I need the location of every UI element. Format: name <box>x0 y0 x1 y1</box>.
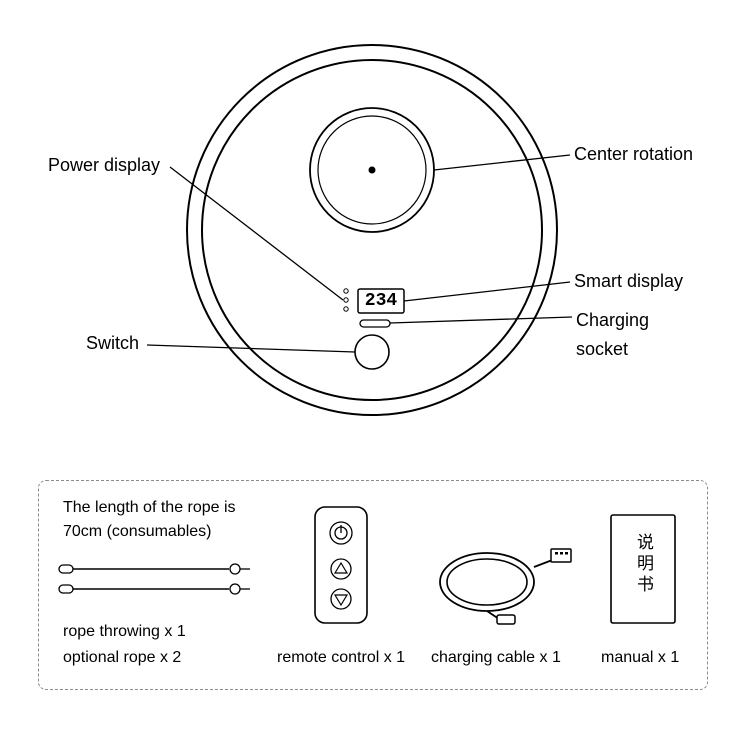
label-rope-throwing: rope throwing x 1 <box>63 623 186 641</box>
label-manual: manual x 1 <box>601 649 679 667</box>
label-switch: Switch <box>86 333 139 354</box>
remote-icon <box>301 503 381 633</box>
smart-display-value: 234 <box>360 290 402 312</box>
rope-note-2: 70cm (consumables) <box>63 523 212 541</box>
label-charging-socket-text: Charging socket <box>576 306 649 364</box>
rope-note-1: The length of the rope is <box>63 499 236 517</box>
accessories-box: The length of the rope is 70cm (consumab… <box>38 480 708 690</box>
ropes-icon <box>53 557 263 617</box>
label-smart-display: Smart display <box>574 271 683 292</box>
label-optional-rope: optional rope x 2 <box>63 649 181 667</box>
cable-icon <box>427 527 577 627</box>
device-svg <box>0 20 750 450</box>
label-center-rotation: Center rotation <box>574 144 693 165</box>
device-diagram: 234 Power display Switch Center rotation… <box>0 20 750 450</box>
manual-text: 说明书 <box>631 533 656 596</box>
label-remote: remote control x 1 <box>277 649 405 667</box>
label-cable: charging cable x 1 <box>431 649 561 667</box>
label-charging-socket: Charging socket <box>576 306 649 364</box>
label-power-display: Power display <box>48 155 160 176</box>
